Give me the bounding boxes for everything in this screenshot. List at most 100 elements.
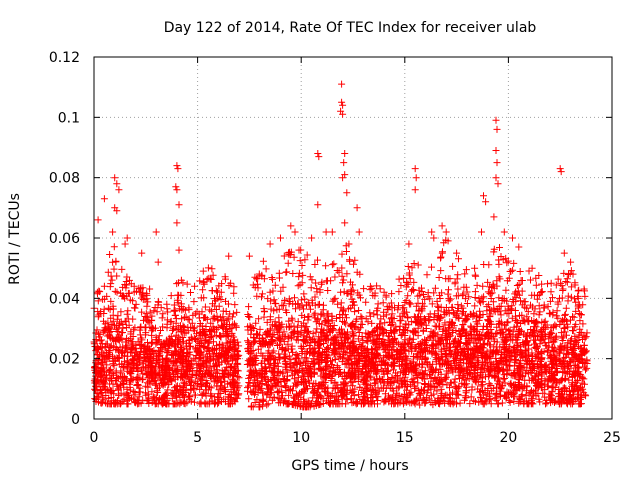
data-point-3931 xyxy=(246,322,254,330)
data-point-965 xyxy=(247,387,255,395)
data-point-1811 xyxy=(355,329,363,336)
data-point-4857 xyxy=(450,359,458,367)
data-point-4876 xyxy=(267,297,275,305)
data-point-4974 xyxy=(571,369,579,377)
data-point-3783 xyxy=(261,357,269,365)
data-point-4725 xyxy=(335,350,343,358)
data-point-772 xyxy=(110,243,118,251)
data-point-989 xyxy=(232,323,240,331)
data-point-1575 xyxy=(331,356,339,363)
data-point-4811 xyxy=(320,312,328,320)
data-point-4347 xyxy=(162,391,170,399)
data-point-4483 xyxy=(315,394,322,402)
data-point-3913 xyxy=(528,317,536,324)
data-point-4446 xyxy=(388,310,396,318)
data-point-1932 xyxy=(566,358,574,366)
data-point-509 xyxy=(204,264,212,272)
data-point-3704 xyxy=(390,334,398,342)
data-point-2951 xyxy=(346,352,354,360)
data-point-4624 xyxy=(282,268,290,276)
data-point-2890 xyxy=(153,308,161,316)
data-point-4070 xyxy=(465,351,472,359)
data-point-4752 xyxy=(552,332,560,340)
data-point-2862 xyxy=(248,402,255,410)
data-point-4948 xyxy=(248,340,256,348)
data-point-3714 xyxy=(410,278,418,286)
data-point-2012 xyxy=(245,303,253,311)
data-point-4486 xyxy=(506,388,514,396)
data-point-4619 xyxy=(151,304,159,311)
data-point-4505 xyxy=(144,396,152,404)
data-point-3918 xyxy=(342,320,350,328)
data-point-3618 xyxy=(331,334,339,342)
data-point-3333 xyxy=(504,302,512,310)
data-point-3308 xyxy=(549,383,557,391)
data-point-3132 xyxy=(396,312,404,320)
data-point-3586 xyxy=(523,337,531,345)
data-point-3359 xyxy=(439,248,446,256)
data-point-3831 xyxy=(279,368,287,376)
data-point-4174 xyxy=(222,275,229,283)
data-point-2240 xyxy=(561,310,569,318)
data-point-3603 xyxy=(198,373,206,380)
data-point-3254 xyxy=(484,353,492,361)
data-point-1845 xyxy=(437,385,445,393)
data-point-4591 xyxy=(199,389,207,397)
data-point-4233 xyxy=(217,378,225,386)
data-point-4511 xyxy=(341,311,349,319)
data-point-4767 xyxy=(553,379,561,387)
data-point-4701 xyxy=(443,309,451,317)
data-point-4762 xyxy=(515,373,523,381)
data-point-3943 xyxy=(437,254,444,262)
data-point-4043 xyxy=(557,318,565,326)
data-point-4939 xyxy=(498,355,505,363)
data-point-2400 xyxy=(124,289,132,297)
data-point-2445 xyxy=(300,305,307,313)
data-point-3118 xyxy=(569,348,577,356)
data-point-3950 xyxy=(310,348,318,356)
data-point-4692 xyxy=(298,388,305,396)
data-point-4850 xyxy=(305,313,313,320)
data-point-4672 xyxy=(444,397,452,405)
data-point-4972 xyxy=(207,319,215,327)
data-point-2785 xyxy=(222,357,230,365)
data-point-3095 xyxy=(123,376,130,384)
data-point-4142 xyxy=(444,325,452,333)
data-point-4265 xyxy=(532,336,540,344)
data-point-3846 xyxy=(197,400,205,408)
data-point-4665 xyxy=(131,391,139,399)
data-point-2420 xyxy=(452,327,460,334)
data-point-4337 xyxy=(439,396,447,404)
data-point-4420 xyxy=(374,368,382,376)
data-point-4905 xyxy=(518,391,526,399)
data-point-4689 xyxy=(229,383,237,391)
data-point-1716 xyxy=(118,265,126,273)
data-point-3892 xyxy=(327,377,335,385)
data-point-4230 xyxy=(363,354,371,361)
data-point-4220 xyxy=(570,341,578,349)
data-point-3833 xyxy=(454,301,462,309)
data-point-4550 xyxy=(162,342,170,350)
data-point-1249 xyxy=(404,263,412,270)
data-point-4657 xyxy=(103,400,111,408)
data-point-3275 xyxy=(274,342,281,349)
data-point-4798 xyxy=(478,361,486,369)
data-point-4089 xyxy=(276,274,283,282)
data-point-4616 xyxy=(532,375,539,383)
data-point-2304 xyxy=(289,387,296,395)
data-point-4832 xyxy=(98,371,106,379)
data-point-4384 xyxy=(95,311,103,319)
data-point-4016 xyxy=(255,401,263,409)
data-point-3841 xyxy=(507,380,515,388)
data-point-4221 xyxy=(304,327,312,335)
data-point-4918 xyxy=(232,379,240,387)
data-point-1027 xyxy=(259,257,267,265)
data-point-4806 xyxy=(470,345,478,353)
data-point-3276 xyxy=(461,270,469,278)
data-point-4955 xyxy=(276,399,284,407)
data-point-3778 xyxy=(180,324,188,332)
data-point-4523 xyxy=(280,354,288,362)
data-point-3606 xyxy=(480,261,488,268)
data-point-2116 xyxy=(298,262,306,269)
data-point-4434 xyxy=(495,317,503,325)
